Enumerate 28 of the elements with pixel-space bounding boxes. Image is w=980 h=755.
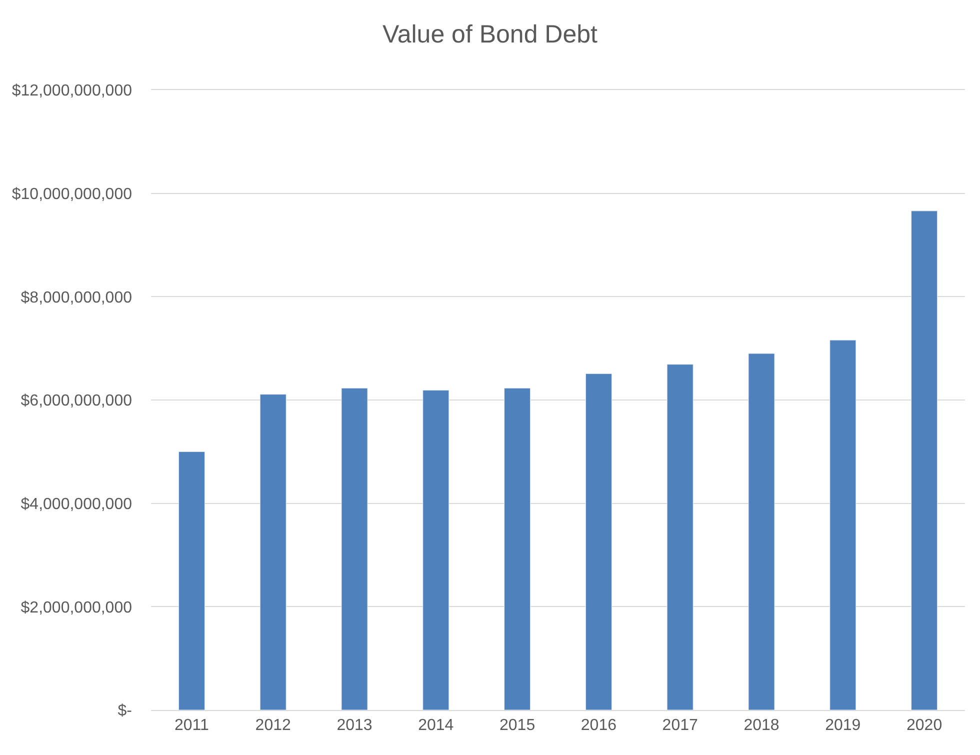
- bar: [260, 394, 286, 710]
- x-tick-label: 2015: [500, 717, 536, 734]
- bar: [911, 210, 938, 710]
- y-tick-label: $8,000,000,000: [20, 289, 132, 306]
- bar: [341, 388, 368, 710]
- x-tick-label: 2018: [744, 717, 780, 734]
- bar: [585, 373, 612, 710]
- x-tick-label: 2019: [825, 717, 861, 734]
- y-tick-label: $2,000,000,000: [20, 599, 132, 616]
- x-tick-label: 2011: [174, 717, 210, 734]
- y-tick-label: $6,000,000,000: [20, 392, 132, 410]
- x-tick-label: 2013: [336, 717, 372, 734]
- bar: [422, 390, 450, 710]
- x-tick-label: 2012: [255, 717, 291, 734]
- x-tick-label: 2020: [906, 717, 942, 734]
- x-tick-label: 2017: [662, 717, 698, 734]
- bar: [504, 388, 531, 710]
- bar: [666, 364, 694, 710]
- x-tick-label: 2014: [418, 717, 454, 734]
- x-tick-label: 2016: [580, 717, 617, 734]
- y-tick-label: $-: [118, 702, 132, 720]
- y-tick-label: $10,000,000,000: [12, 186, 132, 203]
- y-tick-label: $4,000,000,000: [20, 496, 132, 513]
- bar: [748, 353, 775, 710]
- bar: [178, 451, 205, 710]
- y-tick-label: $12,000,000,000: [12, 82, 132, 100]
- bar: [830, 340, 856, 710]
- chart-title: Value of Bond Debt: [382, 20, 598, 49]
